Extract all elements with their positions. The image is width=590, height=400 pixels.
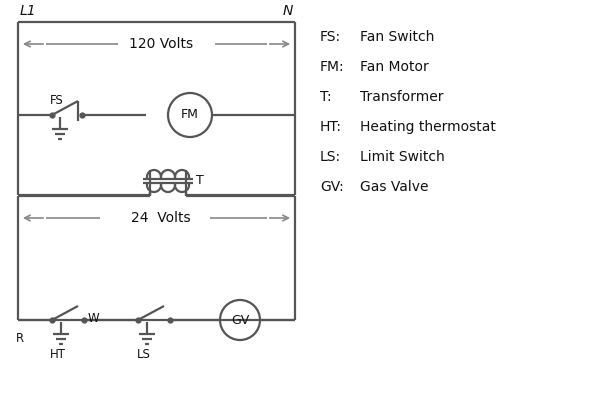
Text: LS: LS <box>137 348 151 361</box>
Text: N: N <box>283 4 293 18</box>
Text: T: T <box>196 174 204 188</box>
Text: 24  Volts: 24 Volts <box>131 211 191 225</box>
Text: FM:: FM: <box>320 60 345 74</box>
Text: HT: HT <box>50 348 66 361</box>
Text: R: R <box>16 332 24 345</box>
Text: FM: FM <box>181 108 199 122</box>
Text: T:: T: <box>320 90 332 104</box>
Text: FS:: FS: <box>320 30 341 44</box>
Text: W: W <box>88 312 100 324</box>
Text: Gas Valve: Gas Valve <box>360 180 428 194</box>
Text: Limit Switch: Limit Switch <box>360 150 445 164</box>
Text: Transformer: Transformer <box>360 90 444 104</box>
Text: GV:: GV: <box>320 180 344 194</box>
Text: GV: GV <box>231 314 249 326</box>
Text: Fan Switch: Fan Switch <box>360 30 434 44</box>
Text: 120 Volts: 120 Volts <box>129 37 193 51</box>
Text: FS: FS <box>50 94 64 107</box>
Text: Heating thermostat: Heating thermostat <box>360 120 496 134</box>
Text: L1: L1 <box>20 4 37 18</box>
Text: LS:: LS: <box>320 150 341 164</box>
Text: HT:: HT: <box>320 120 342 134</box>
Text: Fan Motor: Fan Motor <box>360 60 429 74</box>
